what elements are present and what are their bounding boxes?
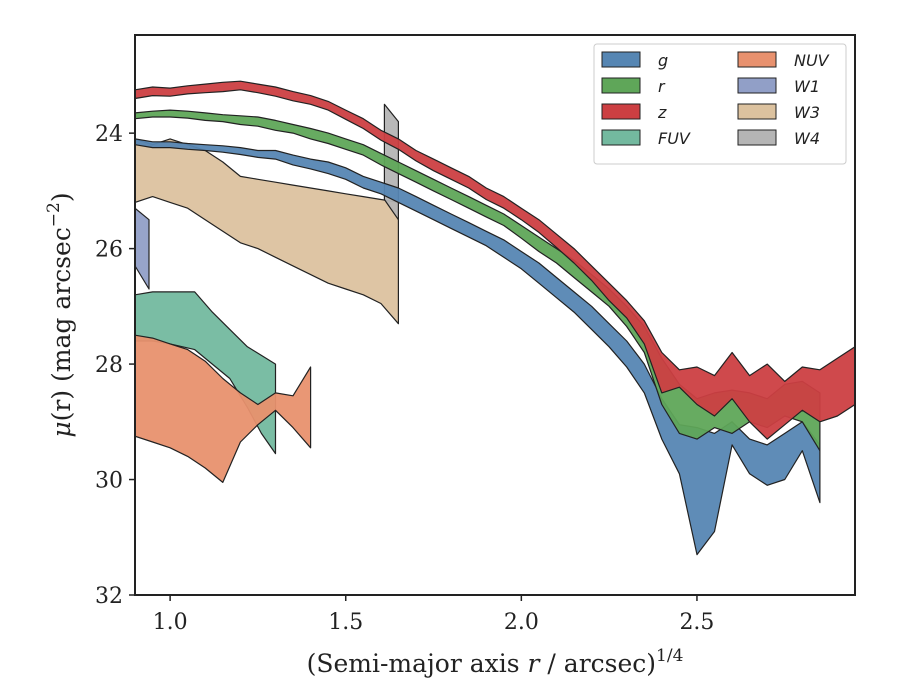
legend-swatch-w4 [737,129,777,146]
x-tick-label: 1.0 [153,610,188,635]
y-tick-label: 28 [95,353,123,378]
y-tick-label: 30 [95,469,123,494]
legend-label-w1: W1 [794,77,820,96]
legend-label-nuv: NUV [794,51,830,70]
legend-label-fuv: FUV [658,129,691,148]
x-tick-label: 2.0 [504,610,539,635]
legend-swatch-z [601,103,641,120]
legend-box [593,43,847,165]
y-tick-label: 24 [95,122,123,147]
x-tick-label: 2.5 [679,610,714,635]
band-nuv [135,334,312,483]
legend-swatch-fuv [601,129,641,146]
legend-swatch-w1 [737,77,777,94]
legend-swatch-g [601,51,641,68]
legend-label-r: r [658,77,666,96]
legend-label-g: g [658,51,668,70]
band-w1 [135,207,150,290]
y-tick-label: 32 [95,584,123,609]
x-tick-label: 1.5 [328,610,363,635]
y-axis-ticks: 24 26 28 30 32 [95,122,135,609]
plot-frame [134,34,856,596]
legend-swatch-r [601,77,641,94]
legend: grz FUV NUV W1 W3 W4 [593,43,847,165]
legend-label-z: z [657,103,667,122]
band-z [135,80,855,440]
band-g [135,138,821,556]
legend-label-w4: W4 [794,129,820,148]
legend-swatch-nuv [737,51,777,68]
y-axis-label: μ(r) (mag arcsec−2) [44,192,76,437]
legend-label-w3: W3 [794,103,820,122]
legend-swatch-w3 [737,103,777,120]
x-axis-label: (Semi-major axis r / arcsec)1/4 [307,646,684,678]
band-w3 [135,138,399,325]
profile-bands [135,80,855,556]
x-axis-ticks: 1.0 1.5 2.0 2.5 [153,595,714,635]
y-tick-label: 26 [95,238,123,263]
